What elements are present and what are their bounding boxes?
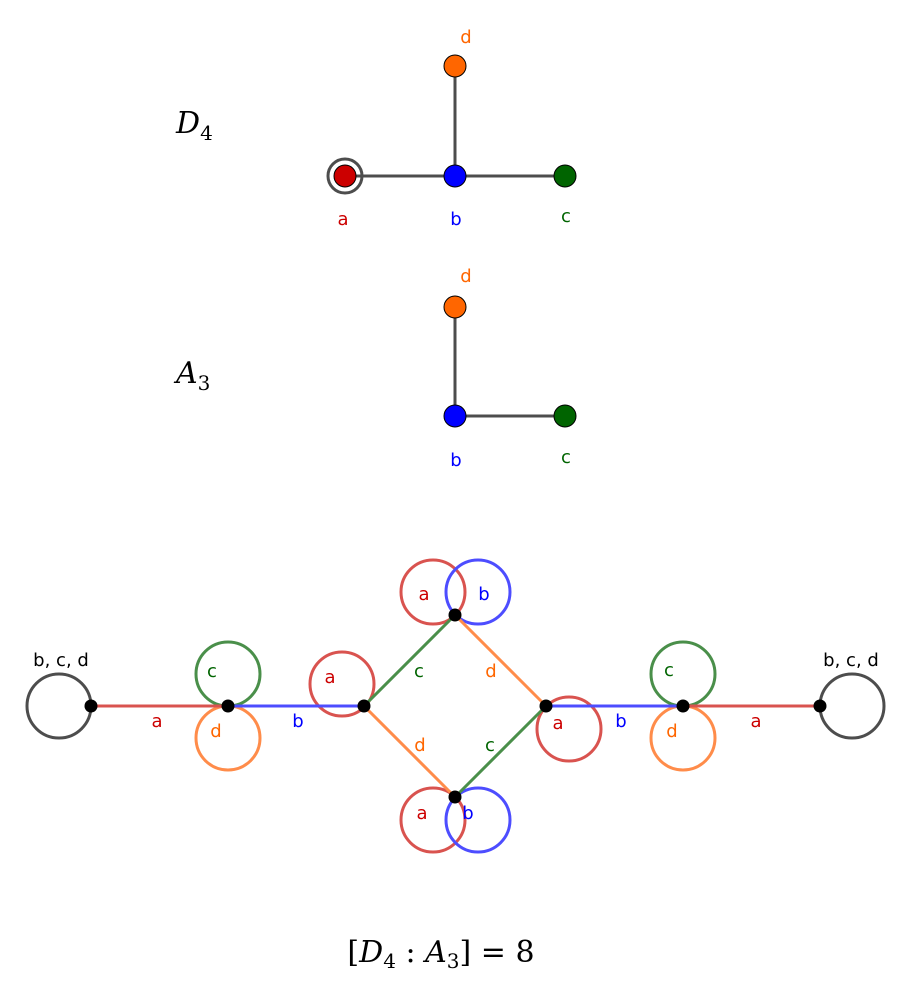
vertex	[813, 699, 827, 713]
vertices	[84, 608, 827, 804]
vertex	[448, 790, 462, 804]
loop-c	[649, 640, 717, 708]
a3-title: A3	[173, 356, 210, 395]
d4-label-c: c	[561, 206, 571, 227]
edge-label-b: b	[292, 711, 303, 732]
loop-label-a: a	[324, 667, 335, 688]
edge-label-d: d	[414, 735, 425, 756]
edge-c	[362, 613, 457, 708]
loop-a	[535, 695, 603, 763]
a3-label-c: c	[561, 447, 571, 468]
edge-d	[453, 613, 548, 708]
loop-a	[399, 558, 467, 626]
d4-label-a: a	[337, 209, 348, 230]
d4-label-d: d	[460, 27, 471, 48]
vertex	[84, 699, 98, 713]
vertex	[221, 699, 235, 713]
d4-node-a	[333, 164, 357, 188]
loop-label-b: b	[478, 584, 489, 605]
loop-label-bcd: b, c, d	[823, 650, 879, 671]
loop-b	[444, 786, 512, 854]
edge-label-d: d	[485, 661, 496, 682]
loop-bcd-left	[25, 672, 93, 740]
edge-label-c: c	[414, 661, 424, 682]
d4-node-c	[553, 164, 577, 188]
loop-label-d: d	[666, 721, 677, 742]
loop-bcd-right	[818, 672, 886, 740]
a3-dynkin-diagram: A3 b c d	[173, 266, 577, 471]
a3-node-c	[553, 404, 577, 428]
loop-label-a: a	[416, 803, 427, 824]
edge-c	[453, 704, 548, 799]
d4-dynkin-diagram: D4 a b c d	[175, 27, 577, 230]
edge-label-a: a	[750, 711, 761, 732]
loop-d	[649, 704, 717, 772]
loop-c	[194, 640, 262, 708]
loop-d	[194, 704, 262, 772]
loop-label-b: b	[462, 803, 473, 824]
loop-label-c: c	[207, 661, 217, 682]
edge-label-a: a	[151, 711, 162, 732]
d4-node-d	[443, 54, 467, 78]
loop-label-bcd: b, c, d	[33, 650, 89, 671]
d4-node-b	[443, 164, 467, 188]
coset-graph: b, c, d b, c, d c d a a b a b a c d a b …	[25, 558, 886, 854]
a3-node-b	[443, 404, 467, 428]
d4-label-b: b	[450, 209, 461, 230]
loop-label-a: a	[552, 713, 563, 734]
a3-label-b: b	[450, 450, 461, 471]
loop-label-d: d	[210, 721, 221, 742]
loop-a	[399, 786, 467, 854]
vertex	[448, 608, 462, 622]
edge-d	[362, 704, 457, 799]
vertex	[676, 699, 690, 713]
loop-a	[308, 650, 376, 718]
loop-b	[444, 558, 512, 626]
edge-label-c: c	[485, 735, 495, 756]
edge-label-b: b	[615, 711, 626, 732]
vertex	[357, 699, 371, 713]
d4-node-a-ring	[326, 157, 364, 195]
a3-label-d: d	[460, 266, 471, 287]
index-formula: [D4 : A3] = 8	[347, 935, 534, 973]
loop-label-c: c	[664, 660, 674, 681]
d4-title: D4	[175, 106, 213, 145]
vertex	[539, 699, 553, 713]
loop-label-a: a	[418, 584, 429, 605]
a3-node-d	[443, 295, 467, 319]
